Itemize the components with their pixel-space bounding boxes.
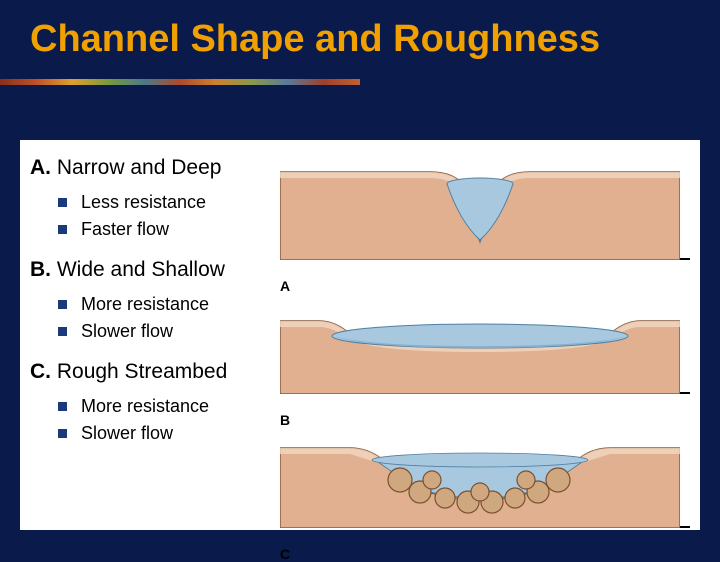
bullet-text: Faster flow — [81, 219, 169, 240]
page-title: Channel Shape and Roughness — [0, 0, 720, 71]
content-area: A. Narrow and Deep Less resistance Faste… — [20, 140, 700, 530]
list-item: More resistance — [58, 396, 272, 417]
decorative-divider — [0, 79, 360, 85]
section-c-label: Rough Streambed — [57, 360, 227, 383]
panel-a — [280, 152, 690, 260]
section-b-heading: B. Wide and Shallow — [30, 258, 272, 282]
list-item: Slower flow — [58, 321, 272, 342]
section-a-label: Narrow and Deep — [57, 156, 222, 179]
list-item: Slower flow — [58, 423, 272, 444]
bullet-text: More resistance — [81, 294, 209, 315]
channel-narrow-deep-icon — [280, 152, 680, 260]
list-item: Less resistance — [58, 192, 272, 213]
section-c-heading: C. Rough Streambed — [30, 360, 272, 384]
list-item: More resistance — [58, 294, 272, 315]
bullet-icon — [58, 225, 67, 234]
bullet-text: Slower flow — [81, 321, 173, 342]
panel-c — [280, 420, 690, 528]
panel-a-wrap: A — [280, 152, 690, 274]
bullet-text: More resistance — [81, 396, 209, 417]
section-b-bullets: More resistance Slower flow — [58, 294, 272, 342]
text-column: A. Narrow and Deep Less resistance Faste… — [30, 148, 280, 522]
list-item: Faster flow — [58, 219, 272, 240]
panel-c-wrap: C — [280, 420, 690, 542]
bullet-icon — [58, 300, 67, 309]
section-c-letter: C. — [30, 360, 51, 383]
bullet-icon — [58, 198, 67, 207]
section-a-bullets: Less resistance Faster flow — [58, 192, 272, 240]
section-a-letter: A. — [30, 156, 51, 179]
bullet-icon — [58, 429, 67, 438]
section-b-label: Wide and Shallow — [57, 258, 225, 281]
section-b-letter: B. — [30, 258, 51, 281]
diagram-column: A B — [280, 148, 690, 522]
section-c-bullets: More resistance Slower flow — [58, 396, 272, 444]
panel-b-wrap: B — [280, 286, 690, 408]
channel-wide-shallow-icon — [280, 286, 680, 394]
channel-rough-streambed-icon — [280, 420, 680, 528]
section-a-heading: A. Narrow and Deep — [30, 156, 272, 180]
bullet-icon — [58, 402, 67, 411]
bullet-text: Slower flow — [81, 423, 173, 444]
bullet-text: Less resistance — [81, 192, 206, 213]
bullet-icon — [58, 327, 67, 336]
panel-c-label: C — [280, 546, 290, 562]
panel-b — [280, 286, 690, 394]
